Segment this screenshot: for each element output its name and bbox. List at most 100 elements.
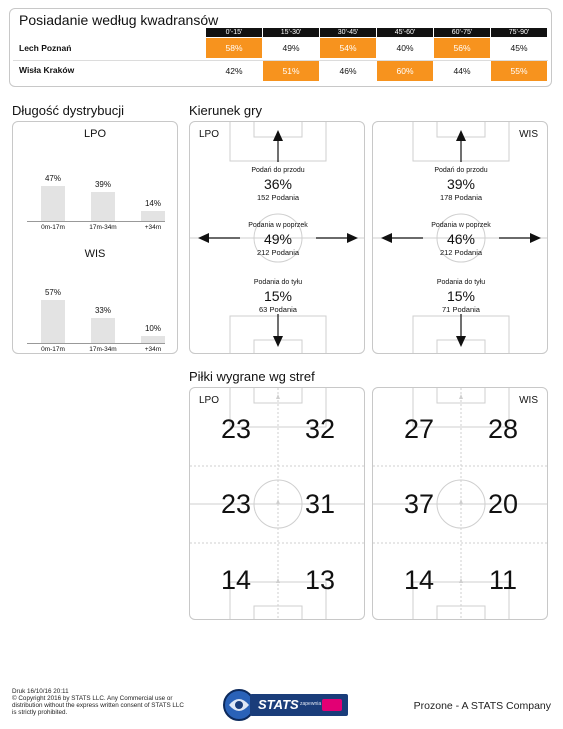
- possession-cell: 44%: [453, 66, 471, 76]
- possession-cell: 60%: [377, 61, 433, 81]
- period-header-1: 0'-15': [206, 28, 262, 37]
- forward-label: Podań do przodu: [434, 167, 488, 174]
- distribution-bar-category: 17m-34m: [89, 224, 117, 231]
- distribution-bar-category: 17m-34m: [89, 346, 117, 353]
- distribution-bar-category: +34m: [144, 224, 162, 231]
- possession-cell: 56%: [434, 38, 490, 58]
- print-date: Druk 16/10/16 20:11: [12, 688, 69, 695]
- zone-value: 32: [304, 414, 336, 444]
- zone-value: 23: [220, 489, 252, 519]
- direction-pitch-wis: WIS Podań do przodu 39% 178 Podania Poda…: [372, 121, 548, 354]
- zone-value: 31: [304, 489, 336, 519]
- pitch-markings: [373, 388, 547, 619]
- distribution-bar-pct: 14%: [144, 198, 161, 208]
- direction-arrows: [198, 130, 358, 347]
- possession-title: Posiadanie według kwadransów: [19, 12, 219, 28]
- back-pct: 15%: [446, 288, 476, 304]
- possession-cell: 51%: [263, 61, 319, 81]
- company-name: Prozone - A STATS Company: [413, 700, 551, 712]
- possession-team-wisla: Wisła Kraków: [19, 65, 75, 75]
- copyright-line-1: © Copyright 2016 by STATS LLC. Any Comme…: [12, 695, 173, 702]
- forward-label: Podań do przodu: [251, 167, 305, 174]
- distribution-team-lpo: LPO: [83, 128, 106, 140]
- distribution-baseline: [27, 343, 165, 344]
- distribution-bar: [91, 191, 115, 221]
- direction-team-wis: WIS: [519, 129, 538, 140]
- zones-team-wis: WIS: [519, 395, 538, 406]
- distribution-bar-pct: 47%: [44, 173, 61, 183]
- zone-value: 14: [403, 565, 435, 595]
- distribution-bar-category: 0m-17m: [41, 224, 65, 231]
- telekom-icon: [322, 699, 342, 711]
- direction-pitch-lpo: LPO Podań do przodu 36% 152 Podania Poda…: [189, 121, 365, 354]
- period-header-4: 45'-60': [377, 28, 433, 37]
- forward-pct: 36%: [263, 176, 293, 192]
- zone-value: 27: [403, 414, 435, 444]
- back-count: 71 Podania: [442, 305, 480, 314]
- distribution-baseline: [27, 221, 165, 222]
- distribution-bar: [91, 318, 115, 343]
- period-header-6: 75'-90': [491, 28, 547, 37]
- across-label: Podania w poprzek: [431, 222, 491, 229]
- possession-cell: 49%: [282, 43, 300, 53]
- period-header-3: 30'-45': [320, 28, 376, 37]
- possession-cell: 58%: [206, 38, 262, 58]
- across-count: 212 Podania: [256, 248, 300, 257]
- zones-title: Piłki wygrane wg stref: [189, 369, 315, 384]
- zone-value: 11: [488, 565, 518, 595]
- across-pct: 49%: [263, 231, 293, 247]
- zone-value: 14: [220, 565, 252, 595]
- zones-pitch-lpo: LPO 23 32 23 31 14 13: [189, 387, 365, 620]
- across-count: 212 Podania: [439, 248, 483, 257]
- possession-cell: 45%: [510, 43, 528, 53]
- copyright-line-2: distribution without the express written…: [12, 702, 184, 709]
- possession-panel: Posiadanie według kwadransów 0'-15' 15'-…: [9, 8, 552, 87]
- distribution-bar: [41, 185, 65, 221]
- distribution-bar: [41, 300, 65, 343]
- possession-team-lech: Lech Poznań: [19, 43, 72, 53]
- direction-team-lpo: LPO: [199, 129, 220, 140]
- stats-globe-icon: [223, 689, 255, 721]
- stats-logo: STATS zapewnia: [222, 688, 348, 722]
- zones-pitch-wis: WIS 27 28 37 20 14 11: [372, 387, 548, 620]
- distribution-bar-pct: 33%: [94, 306, 111, 316]
- forward-count: 178 Podania: [439, 193, 483, 202]
- distribution-bar-category: +34m: [144, 346, 162, 353]
- distribution-bar: [141, 335, 165, 343]
- direction-arrows: [381, 130, 541, 347]
- copyright-line-3: is strictly prohibited.: [12, 709, 68, 716]
- direction-title: Kierunek gry: [189, 103, 262, 118]
- stats-logo-sub: zapewnia: [300, 701, 322, 707]
- back-pct: 15%: [263, 288, 293, 304]
- possession-cell: 55%: [491, 61, 547, 81]
- distribution-bar: [141, 210, 165, 221]
- zone-value: 23: [220, 414, 252, 444]
- distribution-team-wis: WIS: [84, 248, 106, 260]
- back-label: Podania do tyłu: [253, 279, 303, 286]
- zone-value: 13: [304, 565, 336, 595]
- possession-cell: 54%: [320, 38, 376, 58]
- across-label: Podania w poprzek: [248, 222, 308, 229]
- across-pct: 46%: [446, 231, 476, 247]
- stats-logo-text: STATS: [258, 697, 299, 712]
- zone-value: 20: [487, 489, 519, 519]
- distribution-bar-pct: 39%: [94, 179, 111, 189]
- back-label: Podania do tyłu: [436, 279, 486, 286]
- distribution-bar-pct: 57%: [44, 288, 61, 298]
- period-header-5: 60'-75': [434, 28, 490, 37]
- zones-team-lpo: LPO: [199, 395, 220, 406]
- back-count: 63 Podania: [259, 305, 297, 314]
- distribution-title: Długość dystrybucji: [12, 103, 124, 118]
- distribution-panel: LPO 47% 0m-17m 39% 17m-34m 14% +34m WIS 57% 0m…: [12, 121, 178, 354]
- zone-value: 37: [403, 489, 435, 519]
- possession-cell: 42%: [225, 66, 243, 76]
- period-header-2: 15'-30': [263, 28, 319, 37]
- distribution-bar-category: 0m-17m: [41, 346, 65, 353]
- distribution-bar-pct: 10%: [144, 323, 161, 333]
- row-divider: [13, 60, 548, 61]
- possession-cell: 46%: [339, 66, 357, 76]
- forward-count: 152 Podania: [256, 193, 300, 202]
- forward-pct: 39%: [446, 176, 476, 192]
- possession-cell: 40%: [396, 43, 414, 53]
- pitch-markings: [190, 388, 364, 619]
